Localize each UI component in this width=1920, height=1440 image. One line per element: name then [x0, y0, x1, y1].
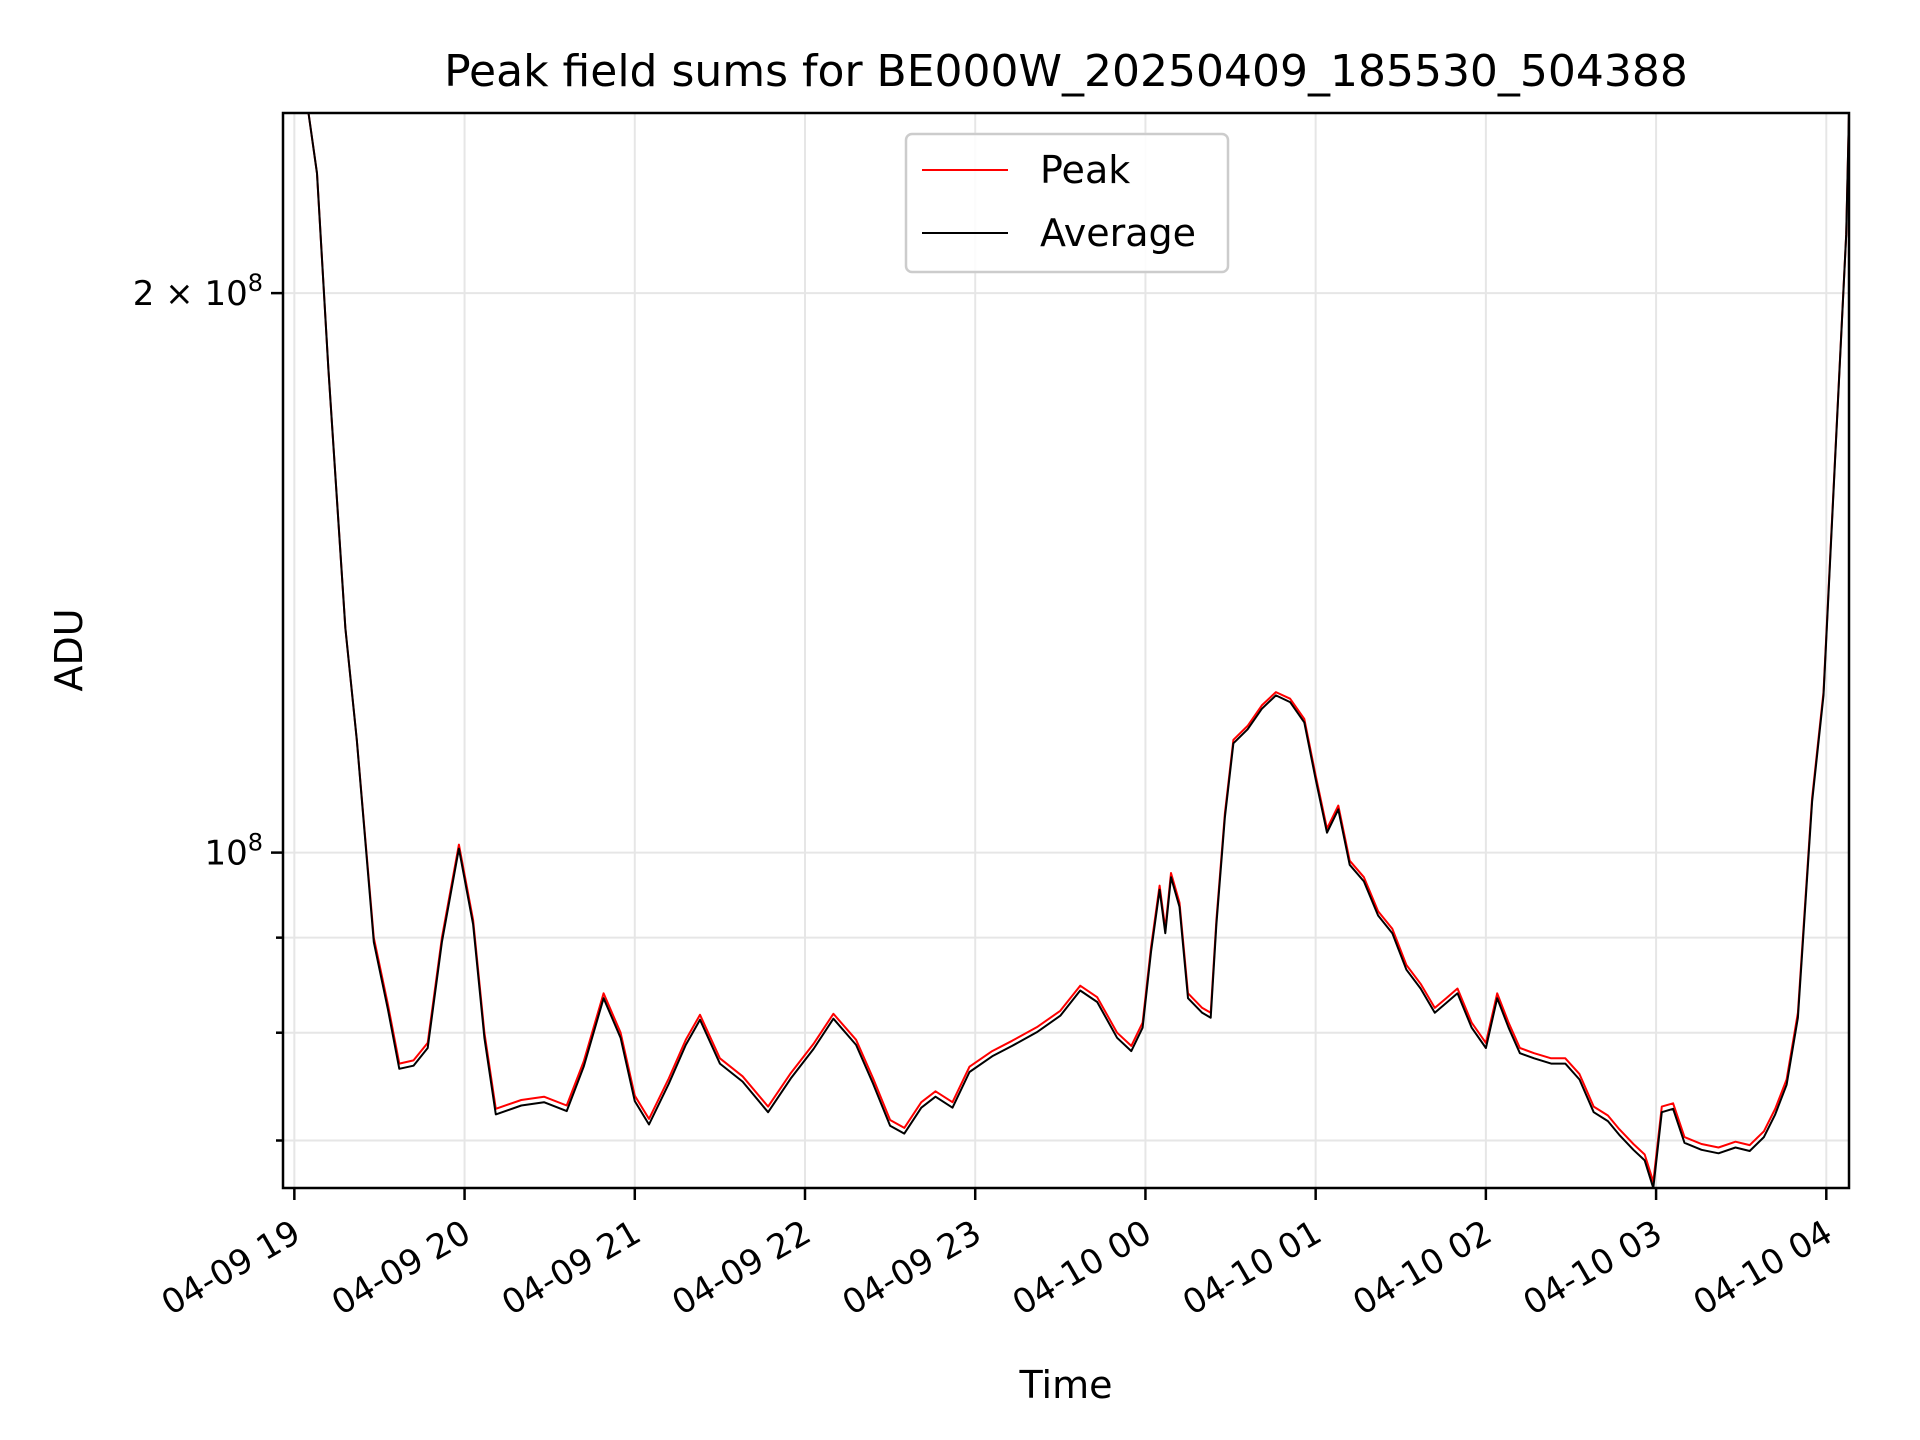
series-line-peak	[283, 112, 1850, 1183]
chart-title: Peak field sums for BE000W_20250409_1855…	[444, 46, 1688, 97]
series-group	[283, 112, 1850, 1189]
legend-box	[904, 132, 1230, 274]
legend-label-peak: Peak	[1040, 148, 1130, 192]
series-line-average	[283, 112, 1850, 1189]
legend: Peak Average	[904, 132, 1230, 274]
legend-label-average: Average	[1040, 211, 1196, 255]
x-axis-label: Time	[1019, 1363, 1113, 1407]
y-axis-label: ADU	[47, 608, 91, 691]
y-axis: 108 2 × 108	[133, 269, 283, 1142]
y-tick-label: 2 × 108	[133, 269, 263, 314]
plot-frame	[281, 111, 1851, 1190]
y-tick-label: 108	[204, 829, 263, 874]
